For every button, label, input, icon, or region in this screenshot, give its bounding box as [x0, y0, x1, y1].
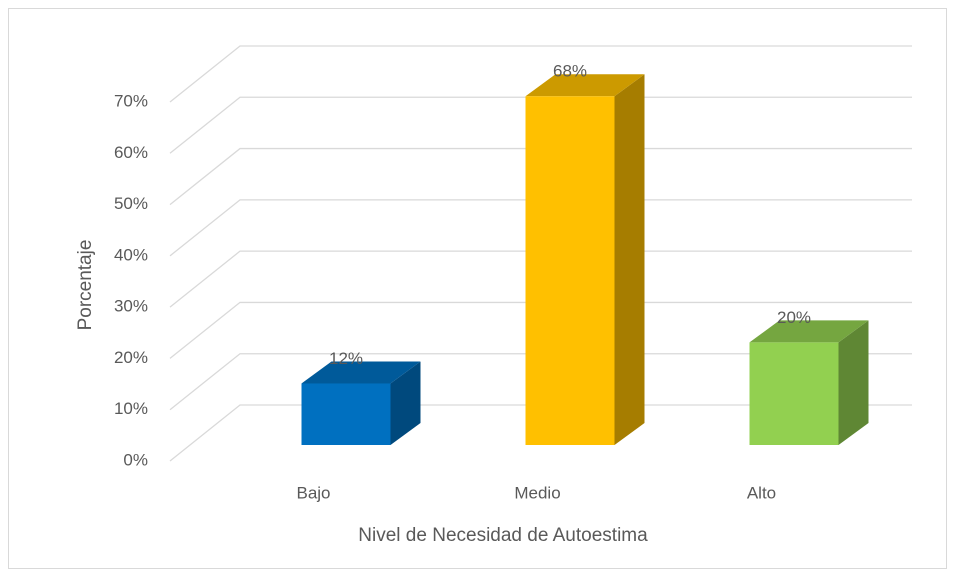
y-tick-label: 50%	[114, 194, 148, 213]
bar-top	[749, 320, 869, 343]
grid-line	[169, 250, 912, 308]
grid-line	[169, 353, 912, 411]
x-tick-label: Medio	[514, 483, 560, 502]
bar-side	[390, 361, 421, 445]
bar-top	[525, 74, 645, 97]
y-tick-label: 30%	[114, 297, 148, 316]
y-axis-title: Porcentaje	[75, 240, 96, 331]
chart-border	[8, 8, 947, 569]
y-tick-label: 40%	[114, 245, 148, 264]
bar	[749, 342, 839, 445]
x-tick-label: Alto	[747, 483, 776, 502]
grid-line	[169, 404, 912, 462]
data-label: 68%	[553, 62, 587, 81]
data-label: 20%	[777, 308, 811, 327]
bar	[301, 383, 391, 445]
x-axis-title: Nivel de Necesidad de Autoestima	[358, 525, 648, 546]
grid-line	[169, 45, 912, 103]
grid-line	[169, 301, 912, 359]
y-tick-label: 20%	[114, 348, 148, 367]
grid-line	[169, 199, 912, 257]
bar-side	[614, 74, 645, 445]
x-tick-label: Bajo	[296, 483, 330, 502]
y-tick-label: 10%	[114, 399, 148, 418]
y-tick-label: 0%	[123, 450, 148, 469]
grid-line	[169, 96, 912, 154]
bar-side	[838, 320, 869, 445]
grid-line	[169, 147, 912, 206]
y-tick-label: 60%	[114, 143, 148, 162]
y-tick-label: 70%	[114, 91, 148, 110]
data-label: 12%	[329, 349, 363, 368]
bar-top	[301, 361, 421, 384]
bar	[525, 96, 615, 445]
